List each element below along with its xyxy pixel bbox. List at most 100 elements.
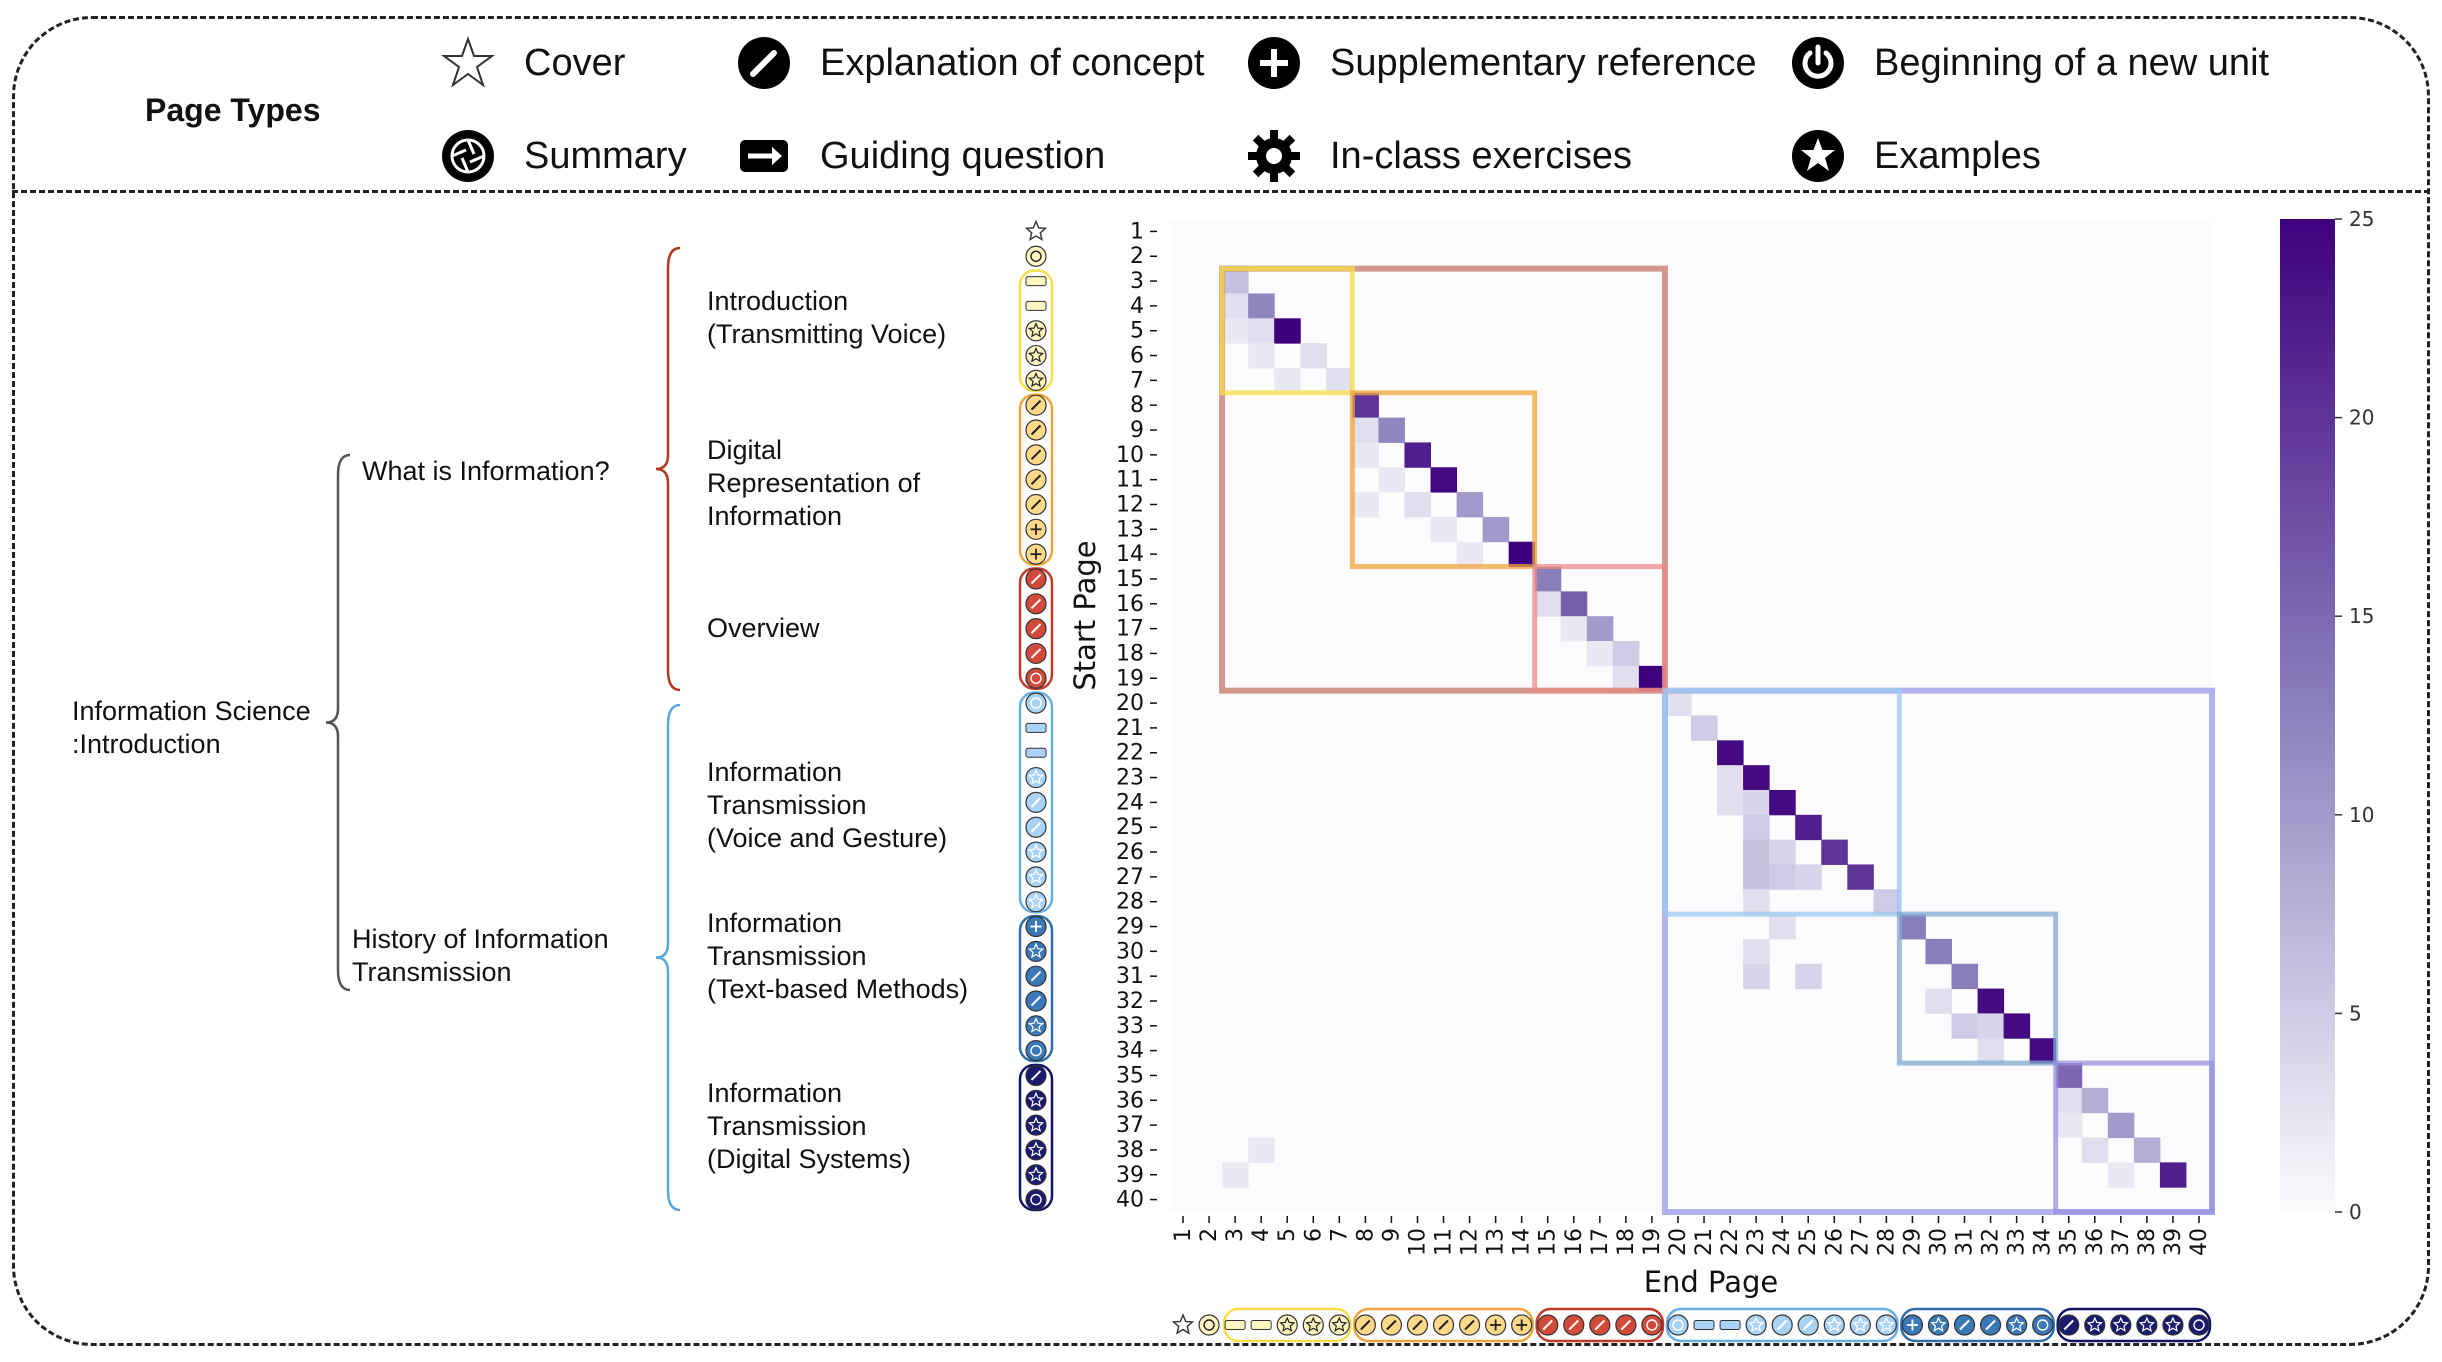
x-tick-label: 34 bbox=[2031, 1228, 2056, 1256]
legend-title: Page Types bbox=[145, 92, 321, 128]
ring-mark bbox=[2036, 1319, 2049, 1331]
pencil-mark bbox=[1360, 1319, 1371, 1331]
example-icon bbox=[1927, 1314, 1950, 1336]
x-tick-label: 9 bbox=[1379, 1228, 1404, 1242]
x-tick-label: 2 bbox=[1197, 1228, 1222, 1242]
pencil-mark bbox=[1386, 1319, 1397, 1331]
y-tick-label: 20 bbox=[1116, 691, 1144, 716]
star-mark bbox=[1027, 868, 1045, 884]
tree-section-3: Overview bbox=[707, 613, 820, 643]
example-icon bbox=[1025, 841, 1047, 863]
heatmap-cell bbox=[1508, 541, 1536, 568]
example-icon bbox=[1025, 866, 1047, 888]
arrow-box-icon bbox=[740, 140, 788, 172]
unit-icon bbox=[1667, 1314, 1689, 1336]
example-icon bbox=[1745, 1314, 1767, 1336]
heatmap-cell bbox=[1977, 988, 2005, 1014]
y-tick-label: 25 bbox=[1116, 815, 1144, 840]
y-tick-label: 4 bbox=[1130, 294, 1144, 319]
heatmap-cell bbox=[1717, 789, 1744, 816]
y-tick-label: 30 bbox=[1116, 939, 1144, 964]
guiding-icon bbox=[1025, 276, 1047, 287]
heatmap-cell bbox=[1222, 1162, 1249, 1188]
x-axis-label: End Page bbox=[1644, 1265, 1779, 1299]
group-box bbox=[1219, 265, 1668, 694]
segment-box bbox=[1532, 564, 1668, 694]
heatmap-cell bbox=[1430, 467, 1458, 493]
y-tick-label: 21 bbox=[1116, 716, 1144, 741]
star-mark bbox=[2112, 1316, 2129, 1332]
heatmap-cell bbox=[1456, 492, 1484, 518]
y-tick-label: 18 bbox=[1116, 641, 1144, 666]
heatmap-cell bbox=[1352, 492, 1379, 518]
section-pill-vertical bbox=[1018, 1063, 1054, 1212]
power-circle-icon bbox=[1792, 37, 1844, 89]
heatmap-cell bbox=[1977, 1038, 2005, 1064]
x-tick-label: 13 bbox=[1484, 1228, 1509, 1256]
colorbar-tick-label: 15 bbox=[2349, 604, 2374, 628]
y-tick-label: 26 bbox=[1116, 840, 1144, 865]
pencil-mark bbox=[1464, 1319, 1475, 1331]
colorbar bbox=[2280, 219, 2335, 1212]
heatmap-cell bbox=[1717, 765, 1744, 791]
heatmap-cell bbox=[1977, 1013, 2005, 1039]
x-tick-label: 12 bbox=[1458, 1228, 1483, 1256]
heatmap-cell bbox=[1352, 392, 1379, 419]
star-circle-icon bbox=[1792, 130, 1844, 182]
heatmap-cell bbox=[1743, 789, 1770, 816]
heatmap-cell bbox=[1404, 442, 1431, 468]
x-tick-label: 39 bbox=[2161, 1228, 2186, 1256]
heatmap-cell bbox=[1482, 516, 1510, 543]
heatmap-cell bbox=[1612, 665, 1640, 692]
y-tick-label: 22 bbox=[1116, 741, 1144, 766]
x-tick-label: 10 bbox=[1405, 1228, 1430, 1256]
example-icon bbox=[1025, 766, 1047, 789]
x-tick-label: 26 bbox=[1822, 1228, 1847, 1256]
outline-star-icon bbox=[440, 35, 496, 88]
x-tick-label: 30 bbox=[1926, 1228, 1951, 1256]
section-pill-horizontal bbox=[1900, 1307, 2055, 1343]
heatmap-cell bbox=[1378, 467, 1405, 493]
heatmap-cell bbox=[1743, 839, 1770, 865]
example-icon bbox=[2006, 1314, 2028, 1336]
y-tick-label: 1 bbox=[1130, 219, 1144, 244]
example-icon bbox=[1025, 891, 1047, 913]
star-mark bbox=[1027, 371, 1045, 388]
heatmap-cell bbox=[1560, 616, 1588, 642]
cover-icon bbox=[1024, 219, 1048, 241]
ring-mark bbox=[1203, 1319, 1215, 1331]
x-tick-label: 38 bbox=[2135, 1228, 2160, 1256]
segment-box bbox=[1896, 911, 2059, 1066]
example-icon bbox=[1025, 369, 1047, 391]
heatmap-cell bbox=[1612, 641, 1640, 667]
segment-box bbox=[1219, 266, 1355, 396]
star-mark bbox=[1878, 1316, 1895, 1332]
x-tick-label: 16 bbox=[1562, 1228, 1587, 1256]
section-pill-horizontal bbox=[2056, 1307, 2212, 1343]
y-tick-label: 5 bbox=[1130, 319, 1144, 344]
x-tick-label: 24 bbox=[1770, 1228, 1795, 1256]
y-tick-label: 7 bbox=[1130, 368, 1144, 393]
star-mark bbox=[1027, 1091, 1045, 1108]
y-tick-label: 16 bbox=[1116, 592, 1144, 617]
pencil-mark bbox=[1438, 1319, 1449, 1331]
pencil-mark bbox=[1030, 399, 1042, 411]
heatmap-cell bbox=[1534, 591, 1562, 617]
heatmap-cell bbox=[1795, 864, 1822, 890]
pencil-mark bbox=[1030, 499, 1042, 510]
legend-label: In-class exercises bbox=[1330, 134, 1632, 177]
x-tick-label: 8 bbox=[1353, 1228, 1378, 1242]
example-icon bbox=[1025, 1139, 1047, 1161]
x-tick-label: 28 bbox=[1874, 1228, 1899, 1256]
star-mark bbox=[1852, 1316, 1869, 1332]
heatmap-cell bbox=[1743, 864, 1770, 890]
star-mark bbox=[2164, 1316, 2182, 1332]
y-tick-label: 39 bbox=[1116, 1163, 1144, 1188]
y-tick-label: 23 bbox=[1116, 766, 1144, 791]
y-tick-label: 29 bbox=[1116, 915, 1144, 940]
heatmap-cell bbox=[1248, 343, 1275, 369]
star-mark bbox=[1027, 322, 1045, 338]
x-tick-label: 33 bbox=[2005, 1228, 2030, 1256]
group-box bbox=[1661, 687, 2215, 1215]
tree-section-6: Information Transmission (Digital System… bbox=[707, 1078, 912, 1174]
